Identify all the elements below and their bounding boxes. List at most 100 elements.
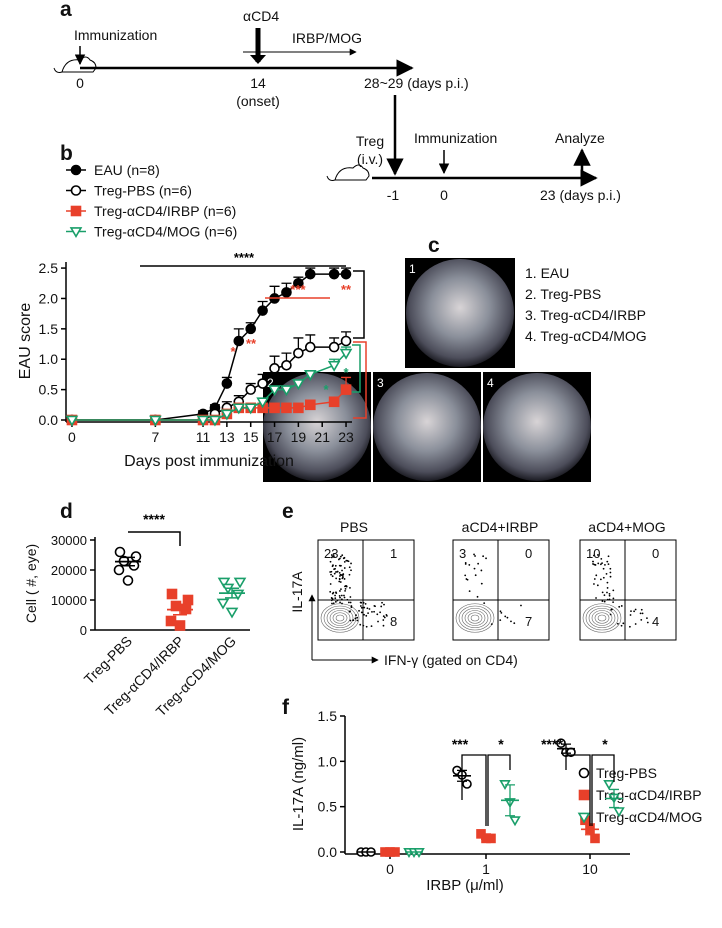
event-dot (382, 619, 385, 621)
event-dot (358, 609, 360, 612)
event-dot (506, 616, 509, 619)
event-dot (499, 619, 502, 622)
event-dot (604, 563, 606, 566)
panel-label: a (60, 0, 72, 21)
event-dot (339, 601, 341, 604)
data-point (328, 396, 340, 408)
event-dot (350, 569, 352, 572)
event-dot (639, 612, 642, 615)
event-dot (476, 595, 479, 598)
event-dot (360, 611, 363, 614)
timeline-tick: (onset) (236, 93, 280, 109)
event-dot (633, 610, 636, 613)
y-tick-label: 1.0 (318, 753, 338, 769)
data-point (130, 551, 142, 562)
event-dot (341, 569, 343, 572)
event-dot (350, 606, 353, 609)
legend-marker (70, 164, 82, 176)
timeline-label: αCD4 (243, 8, 279, 24)
data-point (486, 833, 496, 844)
flow-title: aCD4+IRBP (462, 519, 539, 535)
event-dot (383, 603, 385, 606)
event-dot (630, 610, 632, 613)
event-dot (597, 562, 600, 565)
legend-text: Treg-αCD4/MOG (596, 809, 702, 825)
data-point (113, 564, 125, 576)
event-dot (344, 585, 347, 587)
event-dot (520, 604, 522, 607)
y-tick-label: 2.5 (39, 260, 59, 276)
x-tick-label: 7 (151, 429, 159, 445)
event-dot (330, 556, 333, 559)
x-tick-label: 21 (314, 429, 330, 445)
y-tick-label: 0 (80, 623, 87, 638)
event-dot (332, 602, 335, 605)
event-dot (331, 598, 334, 600)
event-dot (592, 560, 594, 563)
data-point (340, 384, 352, 395)
significance: * (602, 736, 608, 752)
event-dot (334, 594, 336, 597)
y-tick-label: 1.0 (39, 351, 59, 367)
y-tick-label: 1.5 (39, 321, 59, 337)
event-dot (464, 563, 467, 565)
event-dot (370, 625, 373, 628)
image-number: 4 (487, 376, 494, 390)
data-point (303, 370, 317, 381)
data-point (220, 409, 234, 421)
event-dot (341, 602, 343, 605)
legend-marker (69, 227, 83, 239)
event-dot (335, 591, 337, 594)
image-number: 3 (377, 376, 384, 390)
event-dot (330, 554, 333, 556)
quadrant-value: 8 (390, 614, 397, 629)
x-tick-label: 15 (243, 429, 259, 445)
event-dot (365, 614, 368, 617)
event-dot (382, 624, 385, 627)
y-tick-label: 1.5 (318, 708, 338, 724)
data-point (245, 323, 257, 335)
event-dot (367, 612, 369, 615)
bracket (487, 754, 511, 826)
data-point (257, 378, 268, 389)
event-dot (382, 615, 385, 618)
flow-title: PBS (340, 519, 368, 535)
event-dot (616, 622, 619, 625)
x-tick-label: 23 (338, 429, 354, 445)
event-dot (341, 575, 344, 577)
legend-text: 4. Treg-αCD4/MOG (525, 328, 647, 344)
panel-label: f (282, 696, 290, 719)
data-point (293, 277, 304, 289)
event-dot (343, 567, 346, 569)
contour (455, 603, 495, 633)
event-dot (618, 605, 621, 608)
event-dot (330, 573, 332, 576)
event-dot (490, 623, 493, 626)
event-dot (606, 560, 609, 563)
event-dot (595, 597, 597, 599)
event-dot (340, 594, 343, 597)
event-dot (612, 597, 615, 600)
event-dot (339, 564, 342, 567)
event-dot (337, 558, 340, 561)
event-dot (603, 594, 606, 597)
event-dot (605, 572, 608, 575)
data-point (268, 385, 281, 397)
event-dot (349, 596, 352, 598)
event-dot (334, 597, 337, 600)
event-dot (473, 567, 476, 570)
legend-marker (70, 205, 82, 217)
event-dot (331, 602, 333, 605)
data-point (165, 615, 177, 627)
event-dot (513, 622, 516, 625)
event-dot (641, 612, 644, 615)
data-point (603, 779, 615, 790)
event-dot (640, 608, 643, 611)
significance: * (323, 382, 329, 397)
event-dot (343, 578, 346, 580)
event-dot (340, 574, 343, 576)
event-dot (380, 605, 383, 608)
event-dot (640, 618, 643, 621)
y-tick-label: 20000 (51, 563, 87, 578)
